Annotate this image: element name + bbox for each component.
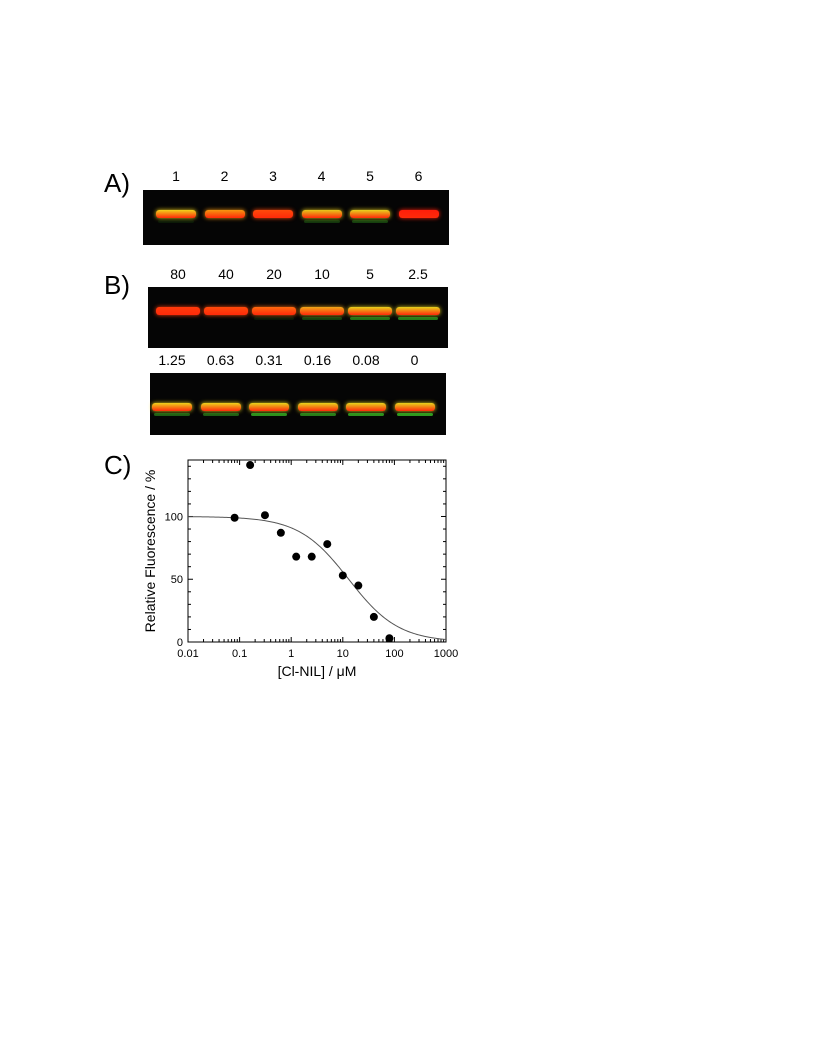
lane-label: 0: [410, 352, 419, 368]
gel-lower-band: [254, 317, 294, 320]
x-tick-label: 0.01: [177, 648, 198, 660]
fit-curve: [187, 516, 447, 641]
lane-label: 3: [269, 168, 277, 184]
gel-lower-band: [348, 413, 384, 416]
panel-a-gel: [143, 190, 449, 245]
lane-label: 40: [218, 266, 234, 282]
x-axis-label: [Cl-NIL] / μM: [278, 663, 357, 679]
x-tick-label: 100: [385, 648, 403, 660]
data-point: [385, 634, 394, 643]
gel-lower-band: [202, 413, 239, 416]
y-tick-label: 0: [177, 637, 183, 649]
gel-lower-band: [251, 413, 287, 416]
x-tick-label: 1: [288, 648, 294, 660]
gel-lower-band: [154, 413, 190, 416]
panel-b-row1-gel: [148, 287, 448, 348]
fit-curve-group: [187, 516, 447, 641]
y-tick-label: 50: [171, 574, 183, 586]
lane-label: 2: [220, 168, 229, 184]
data-points: [230, 461, 394, 643]
gel-lower-band: [303, 220, 340, 223]
data-point: [369, 612, 378, 621]
gel-band: [398, 210, 439, 218]
data-point: [338, 571, 347, 580]
gel-band: [204, 210, 245, 218]
panel-c-label: C): [104, 450, 132, 480]
lane-label: 10: [314, 266, 330, 282]
lane-label: 4: [317, 168, 326, 184]
data-point: [230, 513, 239, 522]
panel-a-label: A): [104, 168, 130, 198]
gel-band: [350, 210, 390, 218]
gel-band: [152, 403, 192, 411]
lane-label: 2.5: [408, 266, 428, 282]
lane-label: 0.16: [303, 352, 332, 368]
lane-label: 5: [366, 168, 374, 184]
data-point: [323, 540, 332, 549]
gel-lower-band: [352, 220, 388, 223]
y-tick-label: 100: [165, 511, 183, 523]
gel-lower-band: [299, 413, 336, 416]
gel-band: [249, 403, 289, 411]
x-tick-label: 1000: [434, 648, 458, 660]
lane-label: 0.31: [255, 352, 283, 368]
lane-label: 20: [266, 266, 282, 282]
gel-band: [200, 403, 241, 411]
gel-band: [253, 210, 293, 218]
lane-label: 80: [170, 266, 186, 282]
data-point: [276, 528, 285, 537]
axis-ticks: 0.01 0.1 1 10 100 1000 0 50 100: [165, 460, 458, 660]
gel-band: [252, 307, 296, 315]
lane-label: 0.08: [352, 352, 380, 368]
gel-band: [297, 403, 338, 411]
gel-lower-band: [398, 317, 438, 320]
data-point: [246, 461, 255, 470]
y-axis-label: Relative Fluorescence / %: [142, 470, 158, 633]
lane-label: 1: [172, 168, 180, 184]
gel-band: [394, 403, 435, 411]
lane-label: 5: [366, 266, 374, 282]
lane-label: 1.25: [158, 352, 186, 368]
gel-lower-band: [396, 413, 433, 416]
gel-band: [346, 403, 386, 411]
dose-response-chart: 0.01 0.1 1 10 100 1000 0 50 100 [Cl-NIL] / μM Re…: [142, 459, 458, 679]
data-point: [354, 581, 363, 590]
panel-b-row2-gel: [150, 373, 446, 435]
lane-label: 6: [414, 168, 423, 184]
data-point: [260, 511, 269, 520]
gel-band: [348, 307, 392, 315]
gel-band: [300, 307, 344, 315]
x-tick-label: 0.1: [232, 648, 247, 660]
gel-lower-band: [158, 220, 194, 223]
gel-lower-band: [350, 317, 390, 320]
x-tick-label: 10: [337, 648, 349, 660]
gel-band: [156, 210, 196, 218]
plot-frame: [187, 459, 447, 643]
data-point: [292, 552, 301, 561]
gel-band: [396, 307, 440, 315]
panel-b-label: B): [104, 270, 130, 300]
lane-label: 0.63: [206, 352, 235, 368]
data-point: [307, 552, 316, 561]
gel-band: [204, 307, 248, 315]
gel-lower-band: [302, 317, 342, 320]
gel-band: [301, 210, 342, 218]
gel-band: [156, 307, 200, 315]
